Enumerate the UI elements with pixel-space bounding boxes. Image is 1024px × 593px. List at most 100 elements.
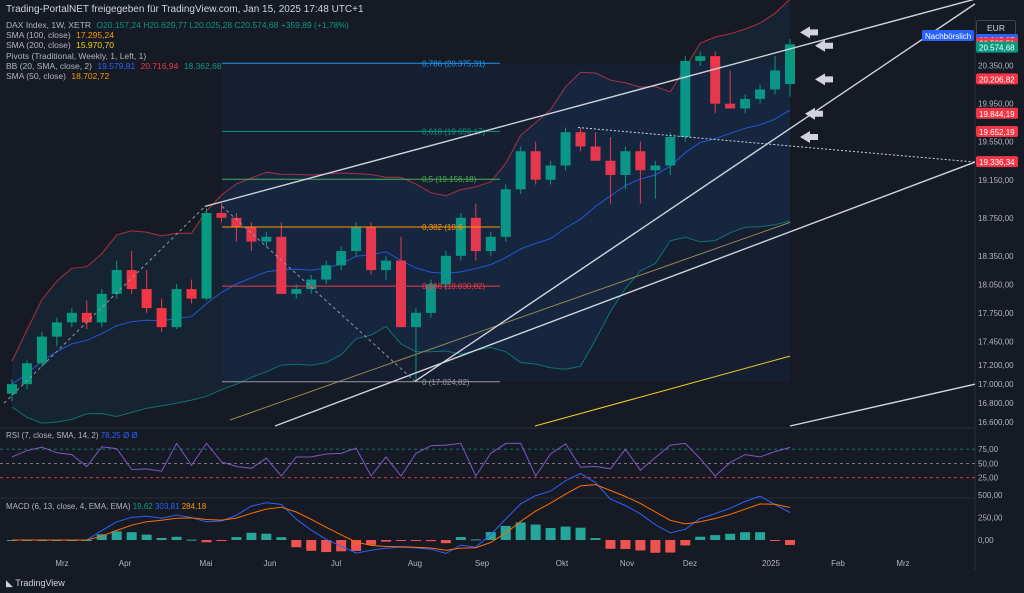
- arrow-icon: [815, 73, 833, 86]
- candle: [201, 208, 212, 301]
- macd-histogram-bar: [620, 540, 631, 550]
- macd-histogram-bar: [306, 540, 317, 551]
- macd-histogram-bar: [96, 534, 107, 540]
- legend-sma200[interactable]: SMA (200, close) 15.970,70: [6, 40, 349, 50]
- fib-zone: [222, 63, 790, 382]
- macd-histogram-bar: [366, 540, 377, 545]
- candle: [770, 56, 781, 95]
- candle: [96, 289, 107, 328]
- time-tick-label: Mrz: [55, 559, 68, 568]
- candle: [261, 232, 272, 247]
- price-tick-label: 18.050,00: [978, 280, 1014, 289]
- macd-value-3: 284,18: [181, 502, 207, 511]
- tv-brand: TradingView: [15, 578, 65, 588]
- macd-histogram-bar: [755, 532, 766, 540]
- rsi-tick-label: 50,00: [978, 459, 999, 468]
- price-tick-label: 17.000,00: [978, 380, 1014, 389]
- macd-histogram-bar: [710, 535, 721, 540]
- legend-pivots[interactable]: Pivots (Traditional, Weekly, 1, Left, 1): [6, 51, 349, 61]
- price-tick-label: 19.950,00: [978, 100, 1014, 109]
- price-tick-label: 16.800,00: [978, 399, 1014, 408]
- rsi-tick-label: 75,00: [978, 445, 999, 454]
- sma100-value: 17.295,24: [76, 30, 114, 41]
- macd-histogram-bar: [470, 539, 481, 541]
- symbol-title[interactable]: DAX Index, 1W, XETR: [6, 20, 92, 30]
- svg-text:20.206,82: 20.206,82: [979, 75, 1015, 84]
- macd-histogram-bar: [560, 526, 571, 540]
- sma200-label: SMA (200, close): [6, 40, 71, 51]
- candle: [560, 127, 571, 171]
- macd-histogram-bar: [725, 533, 736, 540]
- fib-level-label: 0 (17.024,82): [422, 378, 470, 387]
- bb-value-2: 20.716,94: [140, 60, 179, 71]
- candle: [186, 279, 197, 304]
- channel-lower-line: [274, 161, 976, 427]
- candle: [51, 317, 62, 347]
- macd-tick-label: 0,00: [978, 536, 994, 545]
- sma200-value: 15.970,70: [76, 40, 114, 51]
- rsi-legend: RSI (7, close, SMA, 14, 2) 78,25 Ø Ø: [6, 431, 138, 440]
- candle: [575, 127, 586, 152]
- time-axis[interactable]: Mrz Apr Mai Jun Jul Aug Sep Okt Nov Dez 2025 Feb Mrz: [55, 559, 909, 568]
- time-tick-label: Mrz: [896, 559, 909, 568]
- candle: [590, 132, 601, 161]
- macd-histogram-bar: [156, 537, 167, 540]
- price-tag: 20.574,68: [976, 41, 1018, 53]
- candle: [276, 222, 287, 294]
- fib-level-label: 0,236 (18.030,82): [422, 282, 485, 291]
- legend-bb[interactable]: BB (20, SMA, close, 2) 19.579,81 20.716,…: [6, 61, 349, 71]
- macd-histogram-bar: [111, 531, 122, 540]
- sma100-label: SMA (100, close): [6, 30, 71, 41]
- macd-histogram-bar: [321, 540, 332, 553]
- candle: [740, 94, 751, 114]
- dashed-up-line: [3, 206, 206, 404]
- bb-lower-line: [11, 220, 791, 424]
- price-tick-label: 19.550,00: [978, 138, 1014, 147]
- fib-level-label: 0,5 (19.156,18): [422, 175, 477, 184]
- rsi-panel[interactable]: 75,00 50,00 25,00: [0, 442, 999, 483]
- candle: [710, 51, 721, 114]
- time-tick-label: Nov: [620, 559, 634, 568]
- arrow-icon: [815, 39, 833, 52]
- macd-panel[interactable]: 500,00 250,00 0,00: [7, 472, 1003, 554]
- time-tick-label: Jun: [264, 559, 277, 568]
- price-axis[interactable]: 20.350,00 19.950,00 19.550,00 19.150,00 18.7…: [922, 30, 1018, 427]
- legend-sma50[interactable]: SMA (50, close) 18.702,72: [6, 71, 349, 81]
- legend: DAX Index, 1W, XETR O20.157,24 H20.629,7…: [6, 20, 349, 81]
- chart-header: Trading-PortalNET freigegeben für Tradin…: [6, 4, 364, 15]
- legend-sma100[interactable]: SMA (100, close) 17.295,24: [6, 30, 349, 40]
- sma-50-line: [229, 221, 791, 421]
- price-tick-label: 17.450,00: [978, 337, 1014, 346]
- candle: [635, 141, 646, 204]
- candle: [470, 203, 481, 261]
- sma50-label: SMA (50, close): [6, 71, 66, 82]
- candle: [366, 222, 377, 275]
- price-tag: Nachbörslich: [922, 30, 974, 41]
- macd-histogram-bar: [530, 524, 541, 540]
- candle: [665, 132, 676, 176]
- candle: [81, 300, 92, 330]
- candle: [291, 284, 302, 299]
- candle: [485, 232, 496, 256]
- macd-histogram-bar: [605, 540, 616, 549]
- macd-legend: MACD (6, 13, close, 4, EMA, EMA) 19,62 3…: [6, 502, 206, 511]
- candle: [381, 255, 392, 280]
- time-tick-label: Jul: [331, 559, 341, 568]
- candle: [410, 308, 421, 380]
- fib-level-label: 0,382 (18.6: [422, 223, 463, 232]
- macd-histogram-bar: [740, 532, 751, 540]
- arrow-icon: [800, 130, 818, 143]
- candle: [440, 251, 451, 290]
- macd-histogram-bar: [695, 536, 706, 540]
- price-tick-label: 18.750,00: [978, 214, 1014, 223]
- candle: [695, 51, 706, 66]
- tradingview-logo[interactable]: ◣ TradingView: [6, 578, 65, 589]
- macd-histogram-bar: [410, 540, 421, 541]
- macd-histogram-bar: [440, 540, 451, 544]
- macd-histogram-bar: [396, 540, 406, 541]
- macd-histogram-bar: [425, 540, 436, 542]
- dotted-support-line: [577, 126, 976, 163]
- candle: [66, 308, 77, 328]
- macd-histogram-bar: [575, 527, 586, 540]
